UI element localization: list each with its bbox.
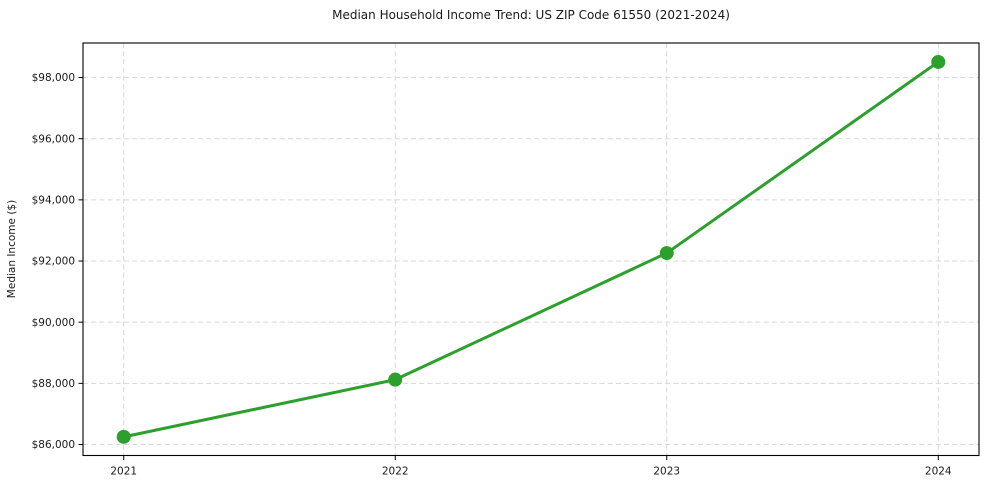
y-tick-label: $90,000 <box>32 317 75 329</box>
data-point-2024 <box>931 54 946 69</box>
x-tick-label: 2021 <box>110 466 137 478</box>
y-tick-label: $92,000 <box>32 256 75 268</box>
chart-title: Median Household Income Trend: US ZIP Co… <box>332 8 730 22</box>
series-layer <box>116 54 946 444</box>
income-trend-line <box>122 60 940 439</box>
data-point-2021 <box>116 429 131 444</box>
x-tick-label: 2024 <box>925 466 952 478</box>
y-tick-label: $96,000 <box>32 133 75 145</box>
grid-layer <box>83 43 979 456</box>
y-tick-label: $98,000 <box>32 72 75 84</box>
y-tick-label: $94,000 <box>32 194 75 206</box>
x-tick-label: 2023 <box>653 466 680 478</box>
plot-border <box>82 42 980 457</box>
y-axis-label: Median Income ($) <box>6 200 18 298</box>
y-tick-label: $88,000 <box>32 378 75 390</box>
data-point-2022 <box>388 372 403 387</box>
data-point-2023 <box>659 246 674 261</box>
axes-layer: $86,000 $88,000 $90,000 $92,000 $94,000 $96,0… <box>32 42 980 478</box>
x-tick-label: 2022 <box>382 466 409 478</box>
y-tick-label: $86,000 <box>32 439 75 451</box>
